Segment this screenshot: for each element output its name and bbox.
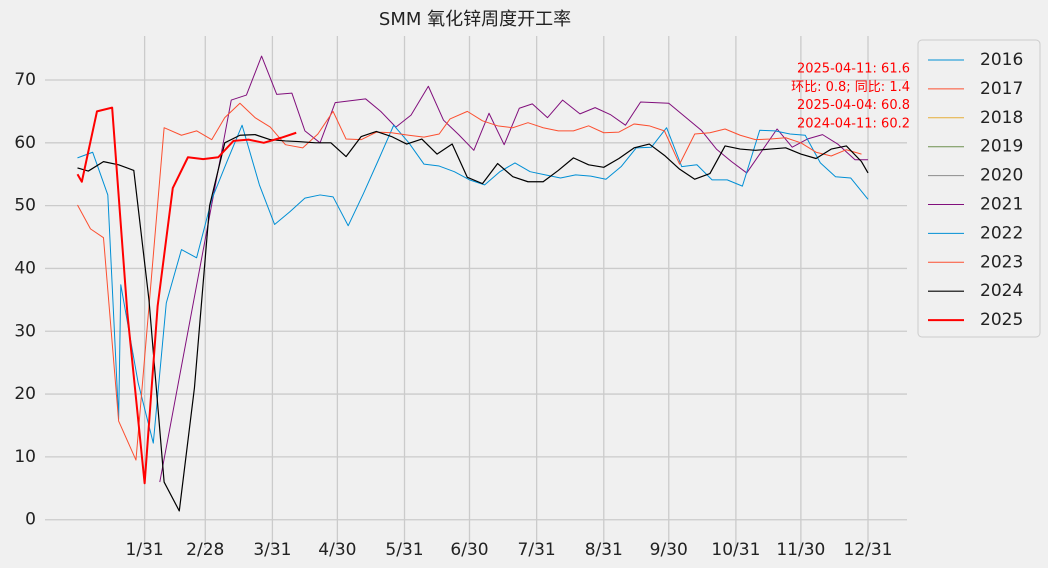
annotation: 2025-04-04: 60.8 <box>797 98 910 113</box>
series-line <box>159 55 869 483</box>
y-tick-label: 40 <box>14 258 36 278</box>
legend-label: 2019 <box>980 137 1023 157</box>
x-tick-label: 8/31 <box>585 540 623 560</box>
x-tick-label: 2/28 <box>186 540 224 560</box>
annotation: 环比: 0.8; 同比: 1.4 <box>791 80 910 95</box>
legend-label: 2021 <box>980 195 1023 215</box>
y-tick-label: 10 <box>14 447 36 467</box>
x-tick-label: 3/31 <box>253 540 291 560</box>
legend-label: 2016 <box>980 50 1023 70</box>
y-tick-label: 50 <box>14 196 36 216</box>
legend-label: 2022 <box>980 223 1023 243</box>
y-tick-label: 20 <box>14 384 36 404</box>
x-tick-label: 10/31 <box>711 540 760 560</box>
x-tick-label: 7/31 <box>518 540 556 560</box>
y-tick-label: 0 <box>25 510 36 530</box>
legend-label: 2024 <box>980 281 1023 301</box>
x-tick-label: 12/31 <box>844 540 893 560</box>
annotation: 2025-04-11: 61.6 <box>797 62 910 77</box>
series-line <box>77 124 869 444</box>
y-tick-label: 70 <box>14 70 36 90</box>
x-tick-label: 6/30 <box>450 540 488 560</box>
legend-label: 2018 <box>980 108 1023 128</box>
x-tick-label: 4/30 <box>318 540 356 560</box>
y-tick-label: 60 <box>14 133 36 153</box>
x-tick-label: 9/30 <box>650 540 688 560</box>
series-line <box>77 102 862 461</box>
series-line <box>76 106 297 485</box>
series-line <box>77 130 869 512</box>
chart-title: SMM 氧化锌周度开工率 <box>379 9 571 30</box>
legend-label: 2023 <box>980 252 1023 272</box>
legend-label: 2017 <box>980 79 1023 99</box>
x-tick-label: 5/31 <box>385 540 423 560</box>
y-tick-label: 30 <box>14 321 36 341</box>
legend-label: 2025 <box>980 310 1023 330</box>
legend-label: 2020 <box>980 166 1023 186</box>
x-tick-label: 11/30 <box>776 540 825 560</box>
annotation: 2024-04-11: 60.2 <box>797 116 910 131</box>
x-tick-label: 1/31 <box>126 540 164 560</box>
